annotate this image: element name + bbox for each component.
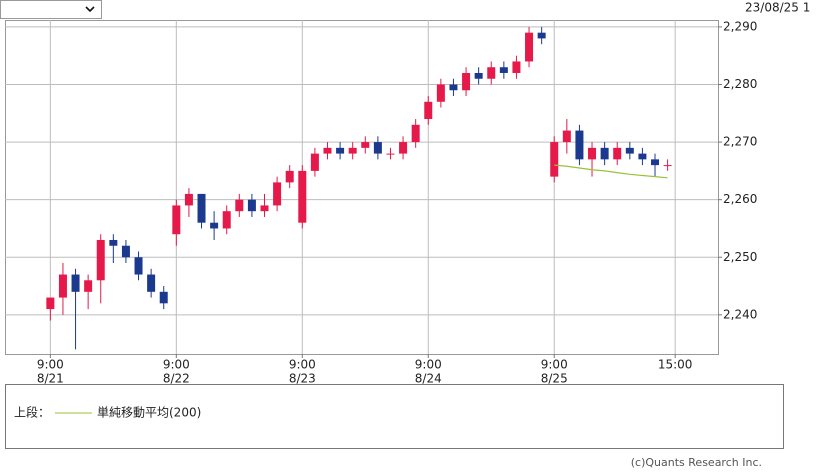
candle-body <box>550 142 559 177</box>
candle-body <box>600 147 609 160</box>
period-select[interactable] <box>0 0 102 19</box>
candle-body <box>348 147 357 154</box>
candle-body <box>449 84 458 91</box>
candle-body <box>71 274 80 292</box>
candle-body <box>46 297 55 310</box>
y-tick-label: 2,260 <box>723 192 757 206</box>
candle-body <box>663 165 672 167</box>
candle-body <box>247 199 256 212</box>
copyright: (c)Quants Research Inc. <box>631 456 762 469</box>
y-tick-label: 2,250 <box>723 250 757 264</box>
candle-body <box>361 142 370 148</box>
x-tick-date: 8/25 <box>541 372 568 386</box>
candle-body <box>399 142 408 154</box>
candle-body <box>651 159 660 166</box>
candle-body <box>499 67 508 73</box>
candle-body <box>525 32 534 62</box>
x-tick-date: 8/24 <box>415 372 442 386</box>
candle-body <box>134 257 143 275</box>
candle-body <box>373 142 382 154</box>
candle-body <box>638 153 647 160</box>
candle-body <box>537 32 546 39</box>
candle-body <box>273 182 282 206</box>
candle-body <box>310 153 319 171</box>
x-tick-label: 9:00 <box>37 358 64 372</box>
candle-body <box>436 84 445 102</box>
candle-body <box>235 199 244 212</box>
x-tick-label: 9:00 <box>541 358 568 372</box>
candle-body <box>562 130 571 143</box>
candle-body <box>121 245 130 258</box>
candle-body <box>222 211 231 229</box>
candle-body <box>625 147 634 154</box>
y-tick-label: 2,240 <box>723 307 757 321</box>
candle-body <box>298 170 307 223</box>
candle-body <box>575 130 584 160</box>
y-tick-label: 2,270 <box>723 135 757 149</box>
candle-body <box>109 239 118 246</box>
candle-body <box>474 72 483 79</box>
candle-body <box>96 239 105 281</box>
candle-body <box>172 205 181 235</box>
x-tick-label: 9:00 <box>289 358 316 372</box>
candle-body <box>197 193 206 223</box>
x-tick-date: 8/22 <box>163 372 190 386</box>
candle-body <box>323 147 332 154</box>
moving-average-line <box>554 164 668 179</box>
candle-body <box>386 153 395 155</box>
candle-body <box>285 170 294 183</box>
candle-body <box>588 147 597 160</box>
candle-body <box>260 205 269 212</box>
candle-body <box>613 147 622 160</box>
candle-body <box>159 291 168 304</box>
plot-frame <box>5 20 719 355</box>
candle-body <box>336 147 345 154</box>
candle-body <box>512 61 521 73</box>
candle-body <box>462 72 471 91</box>
timestamp: 23/08/25 1 <box>745 1 810 15</box>
candle-body <box>210 222 219 229</box>
x-tick-date: 8/21 <box>37 372 64 386</box>
candle-body <box>84 280 93 292</box>
select-chevron[interactable] <box>85 6 95 13</box>
candle-body <box>58 274 67 298</box>
x-tick-date: 8/23 <box>289 372 316 386</box>
candle-body <box>424 101 433 120</box>
legend-label: 単純移動平均(200) <box>97 406 201 420</box>
candle-body <box>184 193 193 206</box>
y-tick-label: 2,280 <box>723 77 757 91</box>
candle-body <box>487 67 496 79</box>
x-tick-label: 9:00 <box>415 358 442 372</box>
candle-body <box>147 274 156 292</box>
x-tick-label: 9:00 <box>163 358 190 372</box>
candle-body <box>411 124 420 143</box>
legend-box <box>5 384 784 449</box>
x-tick-label: 15:00 <box>658 358 693 372</box>
legend-prefix: 上段： <box>14 405 50 420</box>
y-tick-label: 2,290 <box>723 19 757 33</box>
